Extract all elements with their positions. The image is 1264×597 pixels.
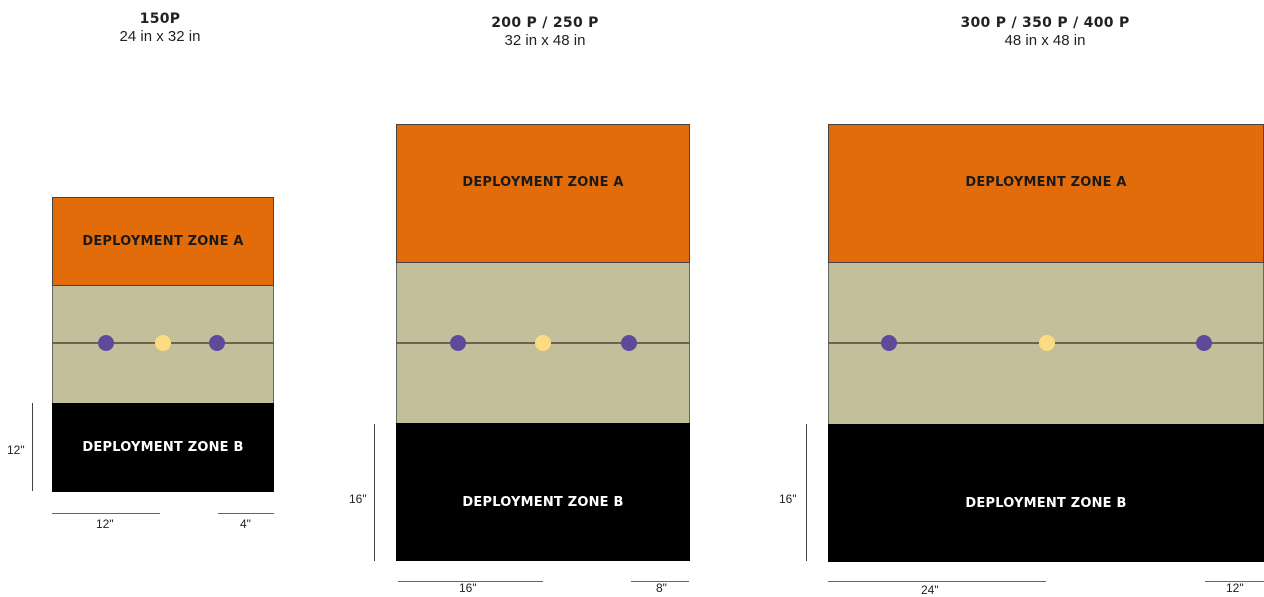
objective-marker-purple <box>881 335 897 351</box>
objective-marker-purple <box>98 335 114 351</box>
board-300p-350p-400p: DEPLOYMENT ZONE A DEPLOYMENT ZONE B <box>828 124 1264 562</box>
width-measure-line-right <box>631 581 689 582</box>
map-title-200p-250p: 200 P / 250 P 32 in x 48 in <box>430 14 660 50</box>
deployment-zone-a: DEPLOYMENT ZONE A <box>396 124 690 263</box>
zone-a-label: DEPLOYMENT ZONE A <box>965 175 1127 190</box>
objective-marker-purple <box>621 335 637 351</box>
board-200p-250p: DEPLOYMENT ZONE A DEPLOYMENT ZONE B <box>396 124 690 561</box>
deployment-zone-b: DEPLOYMENT ZONE B <box>828 424 1264 562</box>
map-title-150p: 150P 24 in x 32 in <box>90 10 230 46</box>
objective-marker-yellow <box>535 335 551 351</box>
deployment-zone-a: DEPLOYMENT ZONE A <box>828 124 1264 263</box>
deployment-zone-a: DEPLOYMENT ZONE A <box>52 197 274 286</box>
map-name: 200 P / 250 P <box>491 15 599 31</box>
width-measure-line-left <box>828 581 1046 582</box>
depth-measure-label: 16" <box>349 492 367 506</box>
map-title-300p-350p-400p: 300 P / 350 P / 400 P 48 in x 48 in <box>925 14 1165 50</box>
width-measure-label-right: 8" <box>656 581 667 595</box>
depth-measure-line <box>806 424 807 561</box>
width-measure-label-left: 12" <box>96 517 114 531</box>
width-measure-line-left <box>398 581 543 582</box>
zone-b-label: DEPLOYMENT ZONE B <box>82 440 244 455</box>
objective-marker-purple <box>209 335 225 351</box>
deployment-zone-b: DEPLOYMENT ZONE B <box>52 403 274 492</box>
map-size: 24 in x 32 in <box>119 28 201 45</box>
zone-b-label: DEPLOYMENT ZONE B <box>462 494 624 510</box>
map-size: 32 in x 48 in <box>504 32 586 49</box>
width-measure-label-right: 12" <box>1226 581 1244 595</box>
width-measure-label-left: 16" <box>459 581 477 595</box>
objective-marker-yellow <box>155 335 171 351</box>
depth-measure-line <box>32 403 33 491</box>
depth-measure-line <box>374 424 375 561</box>
width-measure-line-left <box>52 513 160 514</box>
map-name: 300 P / 350 P / 400 P <box>960 15 1130 31</box>
objective-marker-yellow <box>1039 335 1055 351</box>
depth-measure-label: 12" <box>7 443 25 457</box>
width-measure-label-right: 4" <box>240 517 251 531</box>
width-measure-label-left: 24" <box>921 583 939 597</box>
objective-marker-purple <box>1196 335 1212 351</box>
depth-measure-label: 16" <box>779 492 797 506</box>
zone-a-label: DEPLOYMENT ZONE A <box>82 234 244 249</box>
width-measure-line-right <box>1205 581 1264 582</box>
deployment-zone-b: DEPLOYMENT ZONE B <box>396 423 690 561</box>
map-name: 150P <box>139 11 181 27</box>
width-measure-line-right <box>218 513 274 514</box>
objective-marker-purple <box>450 335 466 351</box>
zone-b-label: DEPLOYMENT ZONE B <box>965 495 1127 511</box>
board-150p: DEPLOYMENT ZONE A DEPLOYMENT ZONE B <box>52 197 274 492</box>
map-size: 48 in x 48 in <box>1004 32 1086 49</box>
zone-a-label: DEPLOYMENT ZONE A <box>462 175 624 190</box>
